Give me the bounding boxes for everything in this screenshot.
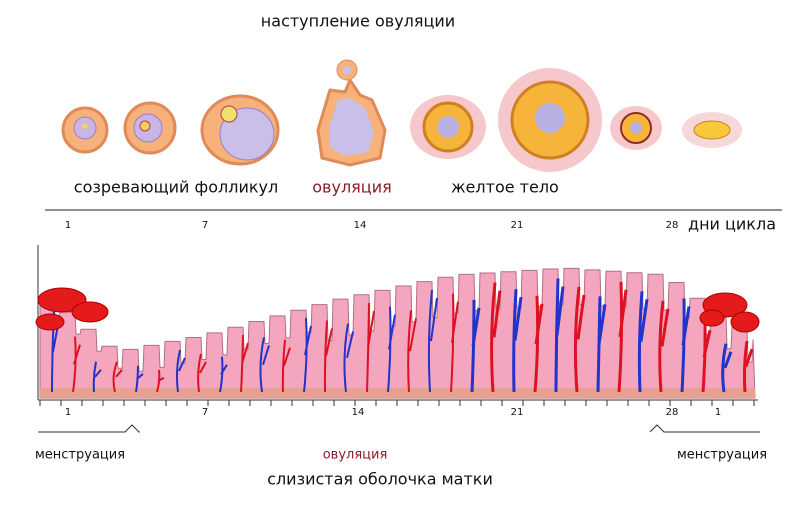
- vessel: [680, 298, 691, 393]
- day-label: 1: [65, 407, 71, 418]
- vessel: [512, 289, 523, 393]
- vessel: [407, 310, 417, 393]
- day-label: 14: [352, 407, 365, 418]
- vessel: [135, 365, 144, 393]
- vessel: [470, 299, 481, 393]
- vessel: [175, 349, 186, 393]
- vessel: [240, 335, 249, 393]
- day-label: 28: [666, 407, 679, 418]
- oocyte: [220, 105, 238, 123]
- brace: [649, 424, 760, 433]
- vessel: [281, 339, 291, 393]
- vessel: [112, 361, 123, 393]
- vessel: [450, 293, 459, 393]
- label: желтое тело: [451, 178, 559, 197]
- antrum: [330, 98, 374, 156]
- vessel: [742, 340, 754, 393]
- day-label: 21: [511, 407, 524, 418]
- vessel: [259, 337, 270, 393]
- vessel: [303, 318, 312, 393]
- core: [630, 122, 642, 134]
- core: [535, 103, 565, 133]
- day-label: 7: [202, 407, 208, 418]
- phase-label: менструация: [677, 448, 767, 463]
- label: созревающий фолликул: [74, 178, 278, 197]
- vessel: [721, 343, 733, 393]
- vessel: [197, 353, 207, 393]
- endometrium: [39, 267, 756, 399]
- vessel: [92, 361, 102, 393]
- axis-title: дни цикла: [688, 215, 776, 234]
- title: наступление овуляции: [261, 12, 455, 31]
- basal-layer: [40, 388, 755, 398]
- nucleus: [343, 66, 351, 74]
- vessel: [637, 291, 649, 393]
- caption: слизистая оболочка матки: [267, 470, 493, 489]
- vessel: [533, 295, 544, 393]
- vessel: [72, 336, 81, 393]
- day-label: 7: [202, 220, 208, 231]
- day-label: 1: [715, 407, 721, 418]
- blood: [35, 313, 65, 331]
- brace: [38, 424, 140, 433]
- nucleus: [82, 123, 88, 129]
- blood: [71, 301, 109, 323]
- vessel: [323, 320, 333, 393]
- vessel: [427, 289, 438, 393]
- nucleus: [139, 120, 151, 132]
- core: [437, 116, 459, 138]
- day-label: 14: [354, 220, 367, 231]
- vessel: [490, 282, 502, 393]
- blood: [37, 287, 87, 313]
- vessel: [156, 369, 165, 393]
- vessel: [596, 296, 607, 393]
- label: овуляция: [312, 178, 391, 197]
- vessel: [387, 306, 396, 393]
- vessel: [366, 303, 375, 393]
- blood: [699, 309, 725, 327]
- vessel: [617, 281, 628, 393]
- vessel: [658, 300, 670, 393]
- day-label: 1: [65, 220, 71, 231]
- blood: [730, 311, 760, 333]
- day-label: 21: [511, 220, 524, 231]
- day-label: 28: [666, 220, 679, 231]
- vessel: [573, 286, 586, 393]
- vessel: [701, 322, 712, 393]
- phase-label: менструация: [35, 448, 125, 463]
- vessel: [219, 356, 228, 393]
- corpus-albicans: [693, 120, 731, 140]
- vessel: [554, 278, 565, 393]
- illustration: [35, 59, 782, 433]
- vessel: [343, 323, 354, 393]
- phase-label: овуляция: [323, 448, 388, 463]
